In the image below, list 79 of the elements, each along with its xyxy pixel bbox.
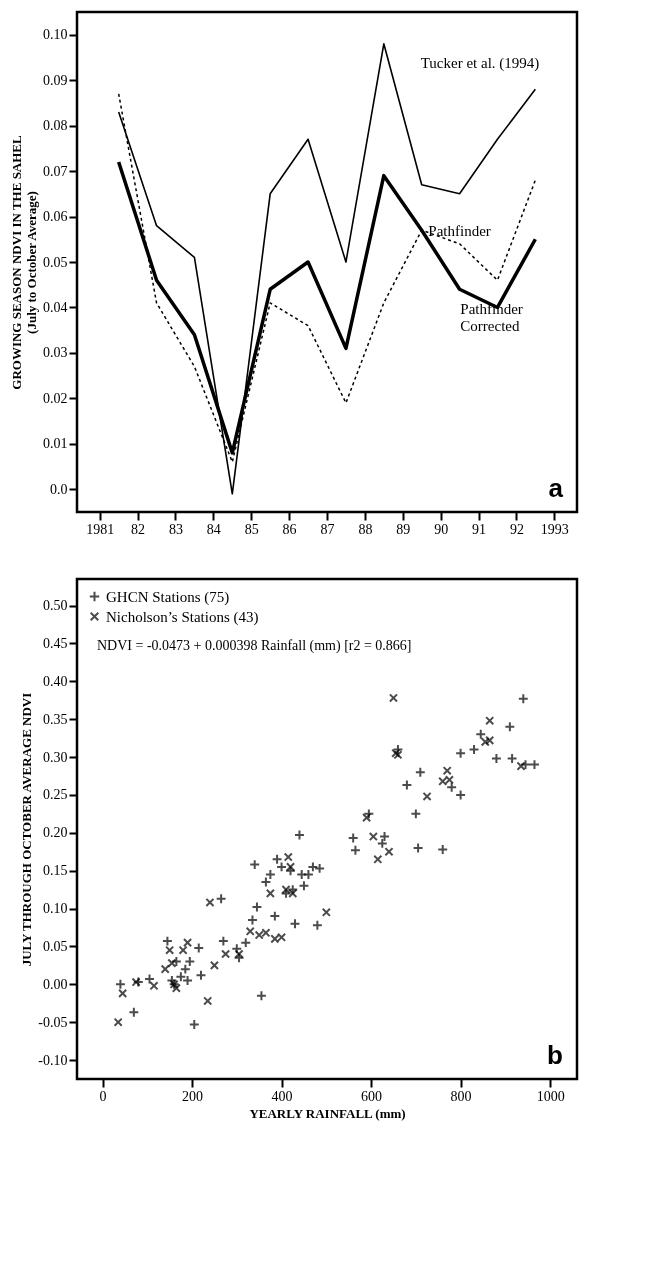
x-tick-label: 1000 — [536, 1088, 565, 1104]
x-tick-label: 83 — [168, 521, 183, 537]
annotation: a — [548, 473, 564, 503]
point — [438, 776, 448, 786]
x-tick-label: 92 — [509, 521, 524, 537]
x-axis-title: YEARLY RAINFALL (mm) — [249, 1105, 406, 1121]
x-tick-label: 800 — [450, 1088, 472, 1104]
x-tick-label: 90 — [434, 521, 449, 537]
point — [113, 1017, 123, 1027]
legend-label: Nicholson’s Stations (43) — [106, 608, 259, 626]
y-tick-label: 0.45 — [43, 635, 68, 651]
y-tick-label: 0.50 — [43, 598, 68, 614]
annotation: b — [547, 1040, 563, 1070]
y-tick-label: 0.05 — [43, 254, 68, 270]
x-tick-label: 200 — [182, 1088, 204, 1104]
point — [485, 716, 495, 726]
x-tick-label: 85 — [244, 521, 259, 537]
point — [245, 926, 255, 936]
y-tick-label: 0.10 — [43, 27, 68, 43]
point — [270, 934, 280, 944]
point — [209, 960, 219, 970]
point — [182, 938, 193, 948]
point — [276, 932, 287, 942]
y-tick-label: 0.30 — [43, 749, 68, 765]
y-tick-label: 0.35 — [43, 711, 68, 727]
x-tick-label: 400 — [271, 1088, 293, 1104]
point — [169, 979, 179, 989]
y-tick-label: 0.03 — [43, 345, 68, 361]
y-axis-title: GROWING SEASON NDVI IN THE SAHEL (July to October Average) — [9, 134, 39, 390]
point — [516, 761, 526, 771]
y-tick-label: 0.15 — [43, 863, 68, 879]
y-tick-label: -0.05 — [38, 1014, 68, 1030]
legend-label: GHCN Stations (75) — [106, 588, 230, 606]
point — [203, 996, 213, 1006]
point — [254, 930, 264, 940]
annotation: NDVI = -0.0473 + 0.000398 Rainfall (mm) [r2 = 0.866] — [97, 638, 412, 654]
x-tick-label: 0 — [99, 1088, 107, 1104]
point — [167, 958, 177, 968]
y-tick-label: 0.02 — [43, 390, 68, 406]
x-tick-label: 1981 — [86, 521, 115, 537]
point — [373, 854, 383, 864]
x-tick-label: 87 — [320, 521, 335, 537]
y-tick-label: 0.05 — [43, 938, 68, 954]
point — [178, 945, 188, 955]
x-tick-label: 600 — [361, 1088, 383, 1104]
y-tick-label: 0.07 — [43, 163, 68, 179]
y-tick-label: 0.09 — [43, 72, 68, 88]
point — [368, 832, 378, 842]
y-tick-label: 0.00 — [43, 976, 68, 992]
y-tick-label: 0.0 — [50, 481, 68, 497]
y-tick-label: 0.06 — [43, 209, 68, 225]
y-tick-label: 0.01 — [43, 436, 68, 452]
y-tick-label: 0.08 — [43, 118, 68, 134]
y-tick-label: 0.20 — [43, 825, 68, 841]
point — [388, 693, 399, 703]
y-tick-label: 0.10 — [43, 901, 68, 917]
y-tick-label: 0.40 — [43, 673, 68, 689]
point — [485, 735, 495, 745]
y-tick-label: 0.25 — [43, 787, 68, 803]
point — [160, 964, 170, 974]
x-tick-label: 91 — [472, 521, 487, 537]
point — [221, 949, 231, 959]
point — [321, 907, 331, 917]
x-tick-label: 89 — [396, 521, 411, 537]
x-tick-label: 86 — [282, 521, 297, 537]
y-axis-title: JULY THROUGH OCTOBER AVERAGE NDVI — [19, 692, 35, 967]
point — [205, 897, 215, 908]
x-tick-label: 88 — [358, 521, 373, 537]
line-series — [117, 43, 537, 495]
x-tick-label: 84 — [206, 521, 221, 537]
y-tick-label: 0.04 — [43, 299, 68, 315]
x-tick-label: 82 — [131, 521, 146, 537]
point — [281, 885, 291, 895]
series-label: Pathfinder — [428, 222, 491, 239]
x-tick-label: 1993 — [540, 521, 569, 537]
point — [261, 928, 271, 938]
point — [422, 791, 432, 801]
y-tick-label: -0.10 — [38, 1052, 68, 1068]
series-label: Tucker et al. (1994) — [420, 55, 540, 73]
